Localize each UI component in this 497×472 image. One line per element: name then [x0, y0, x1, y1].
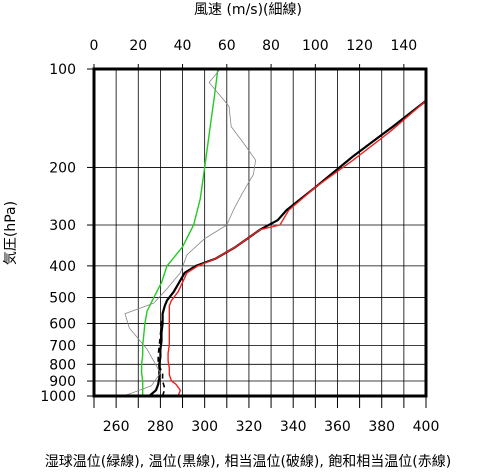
- bottom-tick-label: 320: [236, 419, 263, 435]
- plot-frame: [92, 67, 428, 398]
- bottom-tick-label: 400: [413, 419, 440, 435]
- top-tick-label: 40: [174, 38, 192, 54]
- top-tick-label: 60: [218, 38, 236, 54]
- series-lines: [122, 68, 427, 397]
- top-tick-label: 0: [90, 38, 99, 54]
- series-line-2: [157, 305, 166, 397]
- top-tick-label: 140: [390, 38, 417, 54]
- y-axis-label: 気圧(hPa): [3, 201, 19, 265]
- top-tick-label: 20: [129, 38, 147, 54]
- pressure-tick-label: 600: [49, 316, 76, 332]
- bottom-tick-label: 260: [103, 419, 130, 435]
- top-tick-label: 120: [346, 38, 373, 54]
- bottom-tick-label: 360: [324, 419, 351, 435]
- pressure-tick-label: 900: [49, 374, 76, 390]
- pressure-tick-label: 700: [49, 338, 76, 354]
- top-axis-label: 風速 (m/s)(細線): [194, 2, 302, 18]
- bottom-tick-label: 380: [368, 419, 395, 435]
- bottom-tick-label: 300: [191, 419, 218, 435]
- series-line-0: [140, 68, 219, 396]
- series-line-4: [122, 68, 256, 397]
- pressure-tick-label: 800: [49, 357, 76, 373]
- pressure-tick-label: 1000: [40, 389, 76, 405]
- series-line-1: [148, 99, 427, 397]
- top-tick-label: 80: [262, 38, 280, 54]
- top-tick-label: 100: [302, 38, 329, 54]
- bottom-tick-label: 340: [280, 419, 307, 435]
- bottom-axis-label: 湿球温位(緑線), 温位(黒線), 相当温位(破線), 飽和相当温位(赤線): [45, 453, 451, 470]
- pressure-tick-label: 200: [49, 160, 76, 176]
- pressure-tick-label: 100: [49, 62, 76, 78]
- pressure-tick-label: 300: [49, 218, 76, 234]
- grid-lines: [93, 68, 427, 397]
- pressure-tick-label: 400: [49, 259, 76, 275]
- tick-labels: 0 20 40 60 80 100 120 140 260 280 300 320 340 360 380 4…: [40, 38, 439, 435]
- series-line-3: [167, 100, 427, 397]
- pressure-tick-label: 500: [49, 291, 76, 307]
- bottom-tick-label: 280: [147, 419, 174, 435]
